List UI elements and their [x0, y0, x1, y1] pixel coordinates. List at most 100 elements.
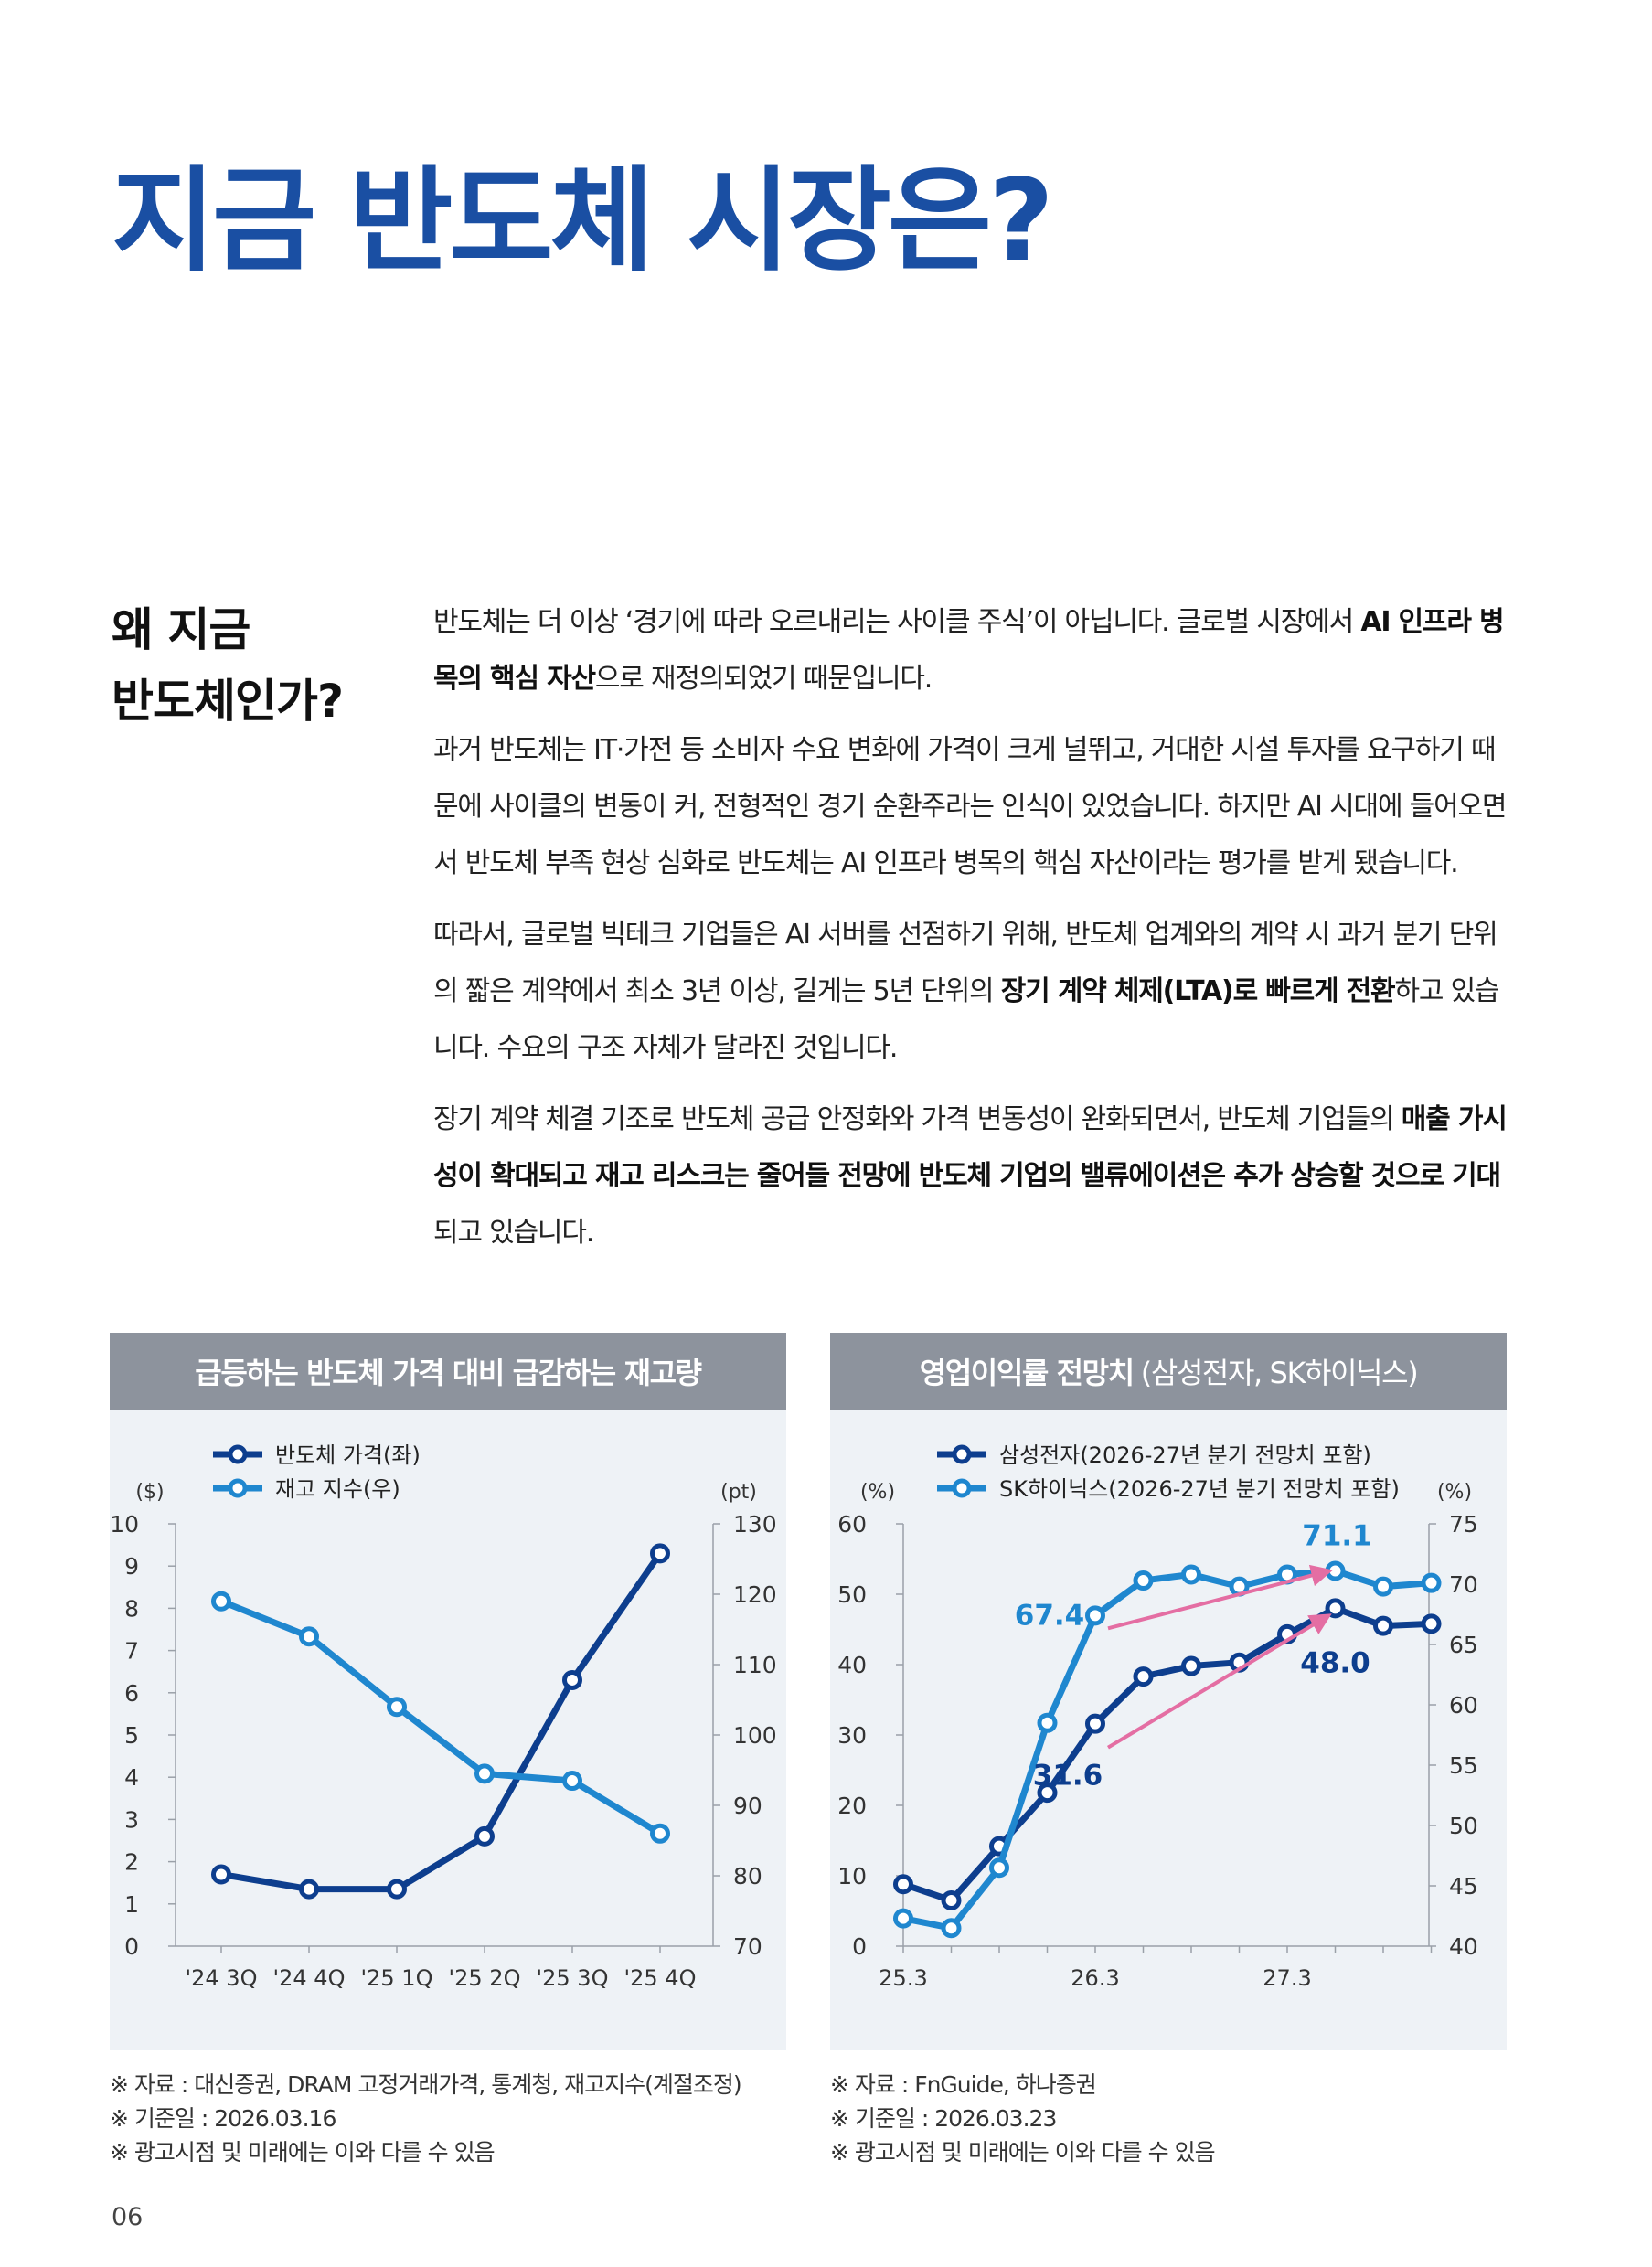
x-tick-label: '25 3Q — [537, 1965, 609, 1991]
y-right-tick-label: 60 — [1449, 1692, 1478, 1719]
data-point — [1085, 1605, 1105, 1626]
data-label: 67.4 — [1015, 1599, 1085, 1632]
y-right-tick-label: 70 — [1449, 1571, 1478, 1598]
chart-title-left-text: 급등하는 반도체 가격 대비 급감하는 재고량 — [195, 1356, 702, 1390]
note-left-source: ※ 자료 : 대신증권, DRAM 고정거래가격, 통계청, 재고지수(계절조정… — [110, 2071, 742, 2098]
data-point — [893, 1908, 913, 1929]
data-point — [562, 1669, 582, 1690]
chart-right: (%) (%) 0 10 20 30 40 50 60 40 45 50 55 60 65 70 75 25.3 2… — [837, 1442, 1478, 1991]
data-point — [1421, 1572, 1442, 1593]
y-left-tick-label: 7 — [124, 1638, 139, 1665]
page-number: 06 — [112, 2203, 144, 2231]
body-paragraph: 장기 계약 체결 기조로 반도체 공급 안정화와 가격 변동성이 완화되면서, … — [433, 1091, 1512, 1261]
data-point — [989, 1857, 1009, 1879]
chart-panel-right: 영업이익률 전망치 (삼성전자, SK하이닉스) (%) (%) 0 10 20 30 40… — [830, 1333, 1507, 2050]
data-point — [299, 1879, 319, 1900]
data-point — [1373, 1576, 1393, 1597]
data-point — [893, 1874, 913, 1895]
note-right-source: ※ 자료 : FnGuide, 하나증권 — [830, 2071, 1097, 2098]
y-axis-left-unit: ($) — [135, 1481, 164, 1504]
body-text: 반도체는 더 이상 ‘경기에 따라 오르내리는 사이클 주식’이 아닙니다. 글… — [433, 594, 1512, 1276]
section-heading-line-1: 왜 지금 — [112, 603, 250, 656]
data-point — [650, 1543, 670, 1564]
series-line — [902, 1567, 1432, 1932]
x-tick-label: 25.3 — [879, 1965, 927, 1991]
x-tick-label: 26.3 — [1071, 1965, 1119, 1991]
x-tick-label: '25 4Q — [624, 1965, 697, 1991]
data-point — [941, 1889, 962, 1910]
chart-panel-left: 급등하는 반도체 가격 대비 급감하는 재고량 ($) (pt) 0 1 2 3 4 5 6 7 8… — [110, 1333, 786, 2050]
paragraph-text: 장기 계약 체결 기조로 반도체 공급 안정화와 가격 변동성이 완화되면서, … — [433, 1103, 1402, 1135]
data-point — [1181, 1564, 1201, 1585]
series-line — [219, 1598, 662, 1836]
y-right-tick-label: 40 — [1449, 1933, 1478, 1960]
data-label: 71.1 — [1302, 1519, 1372, 1552]
data-point — [562, 1771, 582, 1792]
y-right-tick-label: 90 — [733, 1793, 762, 1819]
page-title: 지금 반도체 시장은? — [112, 155, 1054, 287]
data-point — [1373, 1615, 1393, 1636]
y-axis-left-unit: (%) — [860, 1481, 895, 1504]
data-point — [1325, 1560, 1346, 1581]
data-point — [1037, 1712, 1058, 1733]
note-left-date: ※ 기준일 : 2026.03.16 — [110, 2105, 336, 2132]
x-tick-label: '25 1Q — [361, 1965, 433, 1991]
data-point — [1037, 1783, 1058, 1804]
chart-title-right-text: 영업이익률 전망치 — [919, 1356, 1135, 1390]
y-right-tick-label: 70 — [733, 1933, 762, 1960]
x-tick-label: '24 3Q — [186, 1965, 258, 1991]
emphasis-text: 장기 계약 체제(LTA)로 빠르게 전환 — [1000, 975, 1396, 1007]
legend-swatch-marker — [952, 1478, 972, 1498]
legend-swatch-marker — [228, 1444, 248, 1464]
y-right-tick-label: 75 — [1449, 1511, 1478, 1538]
series-line — [220, 1551, 663, 1893]
y-left-tick-label: 1 — [124, 1891, 139, 1918]
y-left-tick-label: 8 — [124, 1595, 139, 1622]
data-point — [1133, 1570, 1154, 1591]
data-point — [650, 1823, 670, 1844]
y-right-tick-label: 110 — [733, 1652, 777, 1678]
data-point — [211, 1864, 231, 1885]
data-point — [299, 1626, 319, 1647]
trend-arrow — [1106, 1613, 1332, 1750]
y-left-tick-label: 0 — [124, 1933, 139, 1960]
data-point — [474, 1763, 495, 1784]
y-left-tick-label: 10 — [837, 1863, 867, 1889]
y-left-tick-label: 2 — [124, 1849, 139, 1876]
paragraph-text: 되고 있습니다. — [433, 1217, 594, 1249]
y-right-tick-label: 120 — [733, 1581, 777, 1608]
paragraph-text: 으로 재정의되었기 때문입니다. — [594, 663, 933, 695]
data-label: 48.0 — [1300, 1646, 1370, 1679]
body-paragraph: 반도체는 더 이상 ‘경기에 따라 오르내리는 사이클 주식’이 아닙니다. 글… — [433, 594, 1512, 708]
section-heading-line-2: 반도체인가? — [112, 675, 344, 728]
data-point — [387, 1697, 407, 1718]
body-paragraph: 따라서, 글로벌 빅테크 기업들은 AI 서버를 선점하기 위해, 반도체 업계… — [433, 907, 1512, 1077]
y-left-tick-label: 0 — [852, 1933, 867, 1960]
y-left-tick-label: 4 — [124, 1764, 139, 1791]
paragraph-text: 하고 있습니다. 수요의 구조 자체가 달라진 것입니다. — [433, 975, 1500, 1064]
legend-label: 반도체 가격(좌) — [275, 1442, 421, 1468]
note-right-disclaimer: ※ 광고시점 및 미래에는 이와 다를 수 있음 — [830, 2139, 1216, 2166]
data-point — [211, 1591, 231, 1612]
legend-swatch-marker — [952, 1444, 972, 1464]
y-left-tick-label: 9 — [124, 1553, 139, 1580]
data-point — [941, 1918, 962, 1939]
y-right-tick-label: 45 — [1449, 1873, 1478, 1900]
paragraph-text: 반도체는 더 이상 ‘경기에 따라 오르내리는 사이클 주식’이 아닙니다. 글… — [433, 606, 1361, 638]
y-left-tick-label: 5 — [124, 1722, 139, 1749]
y-left-tick-label: 20 — [837, 1793, 867, 1819]
chart-title-left: 급등하는 반도체 가격 대비 급감하는 재고량 — [110, 1333, 786, 1410]
notes-right: ※ 자료 : FnGuide, 하나증권 ※ 기준일 : 2026.03.23 … — [830, 2068, 1216, 2169]
data-point — [1181, 1655, 1201, 1676]
legend-label: 삼성전자(2026-27년 분기 전망치 포함) — [999, 1442, 1371, 1468]
x-tick-label: 27.3 — [1263, 1965, 1311, 1991]
y-axis-right-unit: (%) — [1437, 1481, 1472, 1504]
legend-swatch-marker — [228, 1478, 248, 1498]
x-tick-label: '24 4Q — [273, 1965, 346, 1991]
note-right-date: ※ 기준일 : 2026.03.23 — [830, 2105, 1057, 2132]
y-left-tick-label: 60 — [837, 1511, 867, 1538]
trend-arrow — [1107, 1564, 1334, 1631]
paragraph-text: 과거 반도체는 IT·가전 등 소비자 수요 변화에 가격이 크게 널뛰고, 거… — [433, 734, 1507, 879]
y-left-tick-label: 30 — [837, 1722, 867, 1749]
data-point — [474, 1825, 495, 1847]
